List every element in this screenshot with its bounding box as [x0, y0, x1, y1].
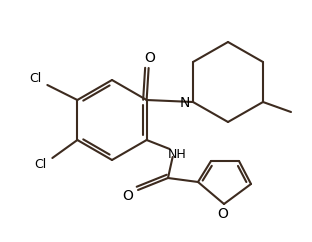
Text: NH: NH [167, 148, 186, 160]
Text: Cl: Cl [29, 73, 41, 85]
Text: O: O [144, 51, 155, 65]
Text: Cl: Cl [34, 159, 46, 172]
Text: O: O [217, 207, 228, 221]
Text: O: O [123, 189, 134, 203]
Text: N: N [180, 96, 190, 110]
